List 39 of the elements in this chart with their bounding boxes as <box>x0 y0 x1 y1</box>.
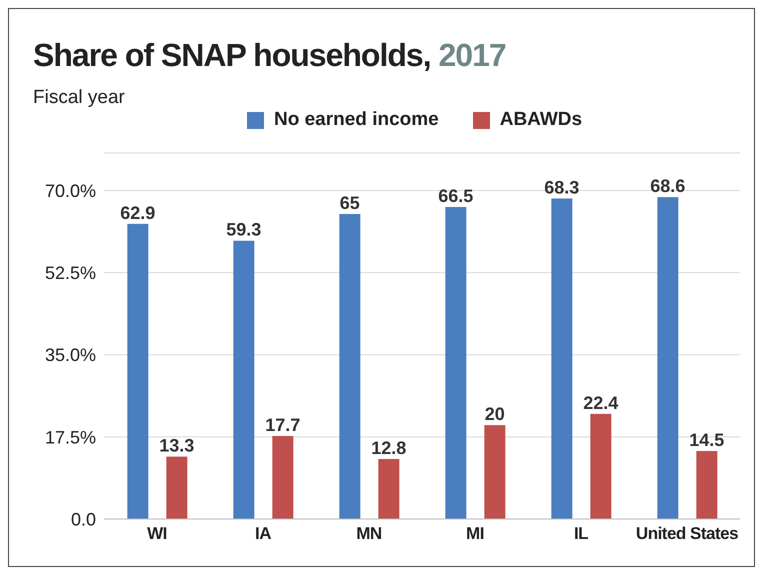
data-label: 68.6 <box>650 176 686 196</box>
data-label: 17.7 <box>265 414 300 435</box>
data-label: 68.3 <box>544 178 580 198</box>
bar <box>233 240 254 519</box>
x-tick-label: MI <box>466 524 484 544</box>
x-tick-label: United States <box>636 524 738 544</box>
bar <box>484 425 506 519</box>
data-label: 59.3 <box>226 220 262 240</box>
x-tick-label: IL <box>574 524 588 544</box>
data-label: 12.8 <box>371 438 406 458</box>
data-label: 65 <box>340 193 360 213</box>
bar <box>339 214 360 519</box>
bar <box>551 198 572 519</box>
data-label: 13.3 <box>159 436 194 456</box>
chart-title: Share of SNAP households, 2017 <box>33 37 506 74</box>
data-label: 14.5 <box>689 430 724 450</box>
bar <box>272 436 294 519</box>
x-tick-label: WI <box>147 524 167 544</box>
bar <box>378 458 400 519</box>
y-tick-label: 70.0% <box>44 180 96 201</box>
data-label: 20 <box>484 404 505 424</box>
y-tick-label: 52.5% <box>44 263 96 284</box>
y-tick-label: 17.5% <box>44 427 96 448</box>
legend-label: ABAWDs <box>500 109 582 131</box>
y-tick-label: 35.0% <box>44 345 96 366</box>
chart-subtitle: Fiscal year <box>33 87 125 109</box>
x-tick-label: IA <box>255 524 272 544</box>
bar <box>657 197 678 519</box>
bar <box>445 206 466 519</box>
bar <box>166 456 188 519</box>
y-tick-label: 0.0 <box>70 509 96 530</box>
data-label: 62.9 <box>120 202 156 223</box>
data-label: 66.5 <box>438 186 474 206</box>
x-tick-label: MN <box>356 524 382 544</box>
bar <box>696 450 718 519</box>
bar <box>590 414 612 519</box>
legend-label: No earned income <box>274 109 439 131</box>
bar <box>127 224 148 519</box>
data-label: 22.4 <box>583 392 618 413</box>
